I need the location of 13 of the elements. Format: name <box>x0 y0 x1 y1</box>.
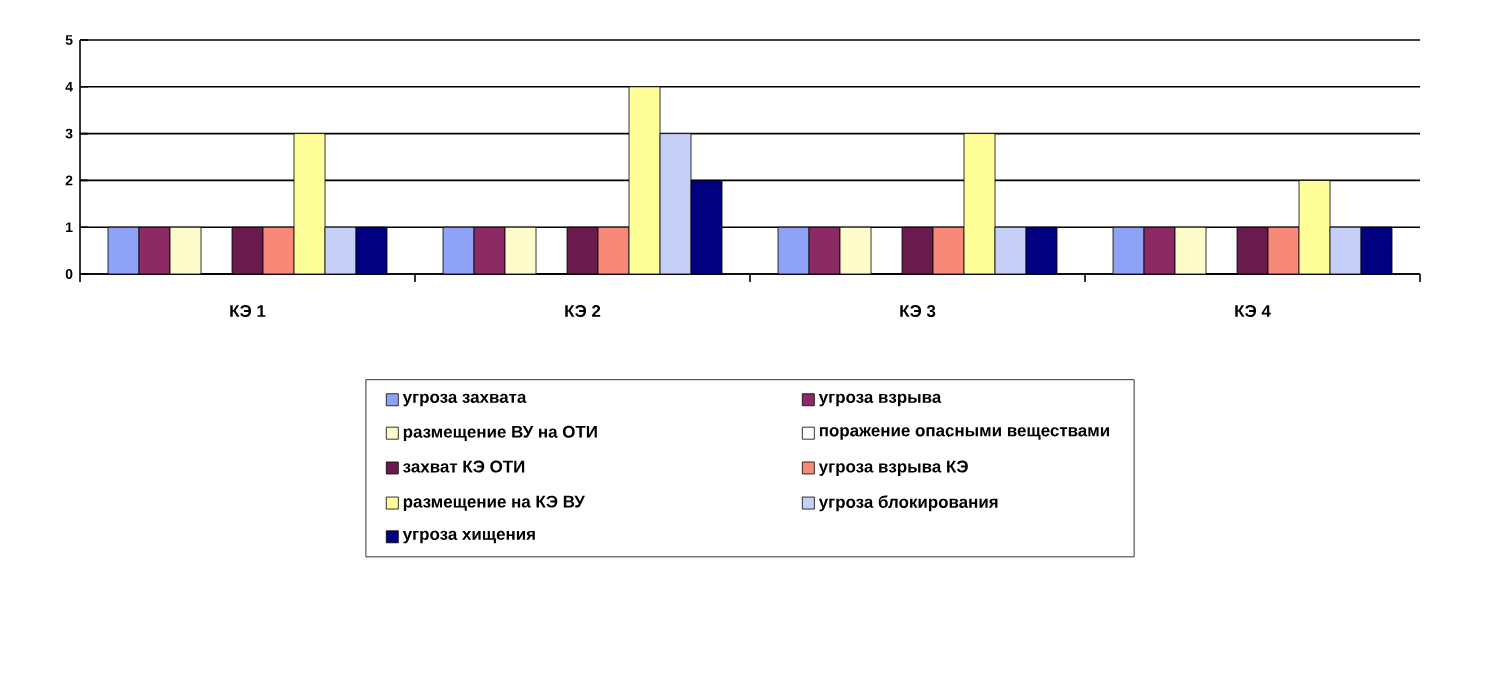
x-tick-label: КЭ 2 <box>565 305 601 318</box>
legend-label: угроза взрыва КЭ <box>818 460 968 476</box>
legend-label: угроза захвата <box>402 393 527 407</box>
legend-label: угроза взрыва <box>818 393 942 407</box>
legend-label: размещение ВУ на ОТИ <box>403 425 597 442</box>
x-tick-label: КЭ 1 <box>230 305 266 318</box>
x-tick-label: КЭ 3 <box>900 305 936 318</box>
legend-label: поражение опасными веществами <box>819 427 1109 440</box>
legend-label: угроза блокирования <box>818 495 998 512</box>
legend-label: захват КЭ ОТИ <box>403 460 525 473</box>
x-tick-label: КЭ 4 <box>1235 305 1271 318</box>
legend-label: угроза хищения <box>402 530 535 544</box>
legend-label: размещение на КЭ ВУ <box>403 495 585 511</box>
